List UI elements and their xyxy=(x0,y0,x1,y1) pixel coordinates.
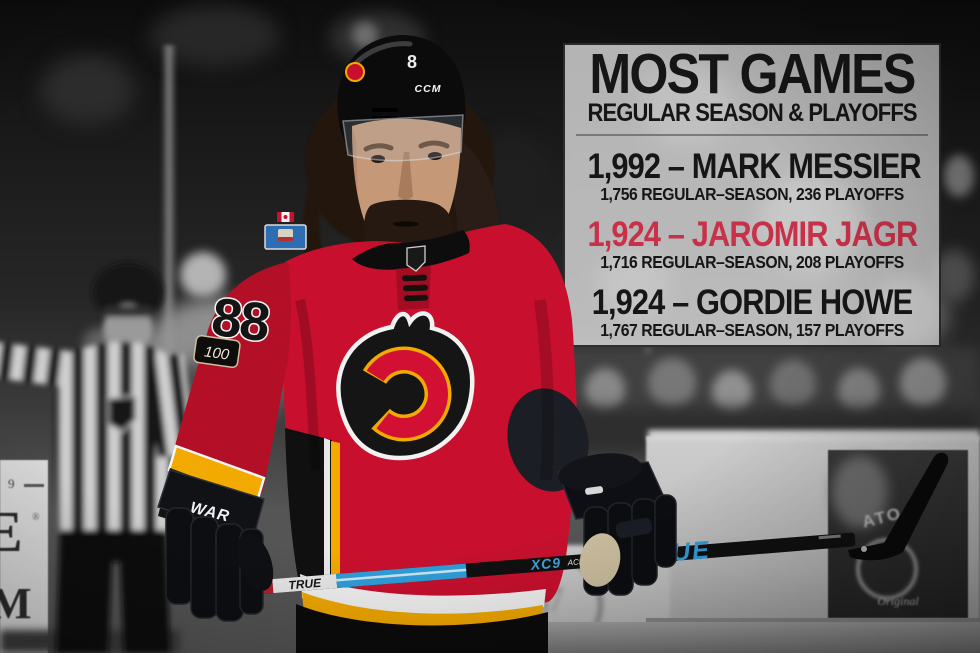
crowd-blob xyxy=(40,55,135,125)
crowd-face xyxy=(180,252,226,298)
stick-model-text: XC9 xyxy=(529,554,561,572)
record-headline: 1,924 – JAROMIR JAGR xyxy=(587,215,918,254)
crowd-face xyxy=(944,155,974,197)
helmet-team-sticker xyxy=(345,62,365,82)
nhl-shield-patch xyxy=(406,245,426,272)
record-row: 1,924 – GORDIE HOWE 1,767 REGULAR–SEASON… xyxy=(565,285,939,340)
helmet-number-text: 8 xyxy=(407,52,417,72)
sign-reg-mark: ® xyxy=(32,512,40,523)
player-figure: 8 CCM xyxy=(157,35,949,653)
stats-title: MOST GAMES xyxy=(589,42,916,106)
left-glove: WAR xyxy=(157,469,274,622)
board-seam xyxy=(646,618,980,622)
centennial-patch: 100 xyxy=(193,334,241,369)
crowd-face xyxy=(585,368,625,412)
referee-figure xyxy=(0,263,196,653)
centennial-patch-text: 100 xyxy=(203,343,231,363)
rink-sign-left: 9 E ® M xyxy=(0,460,48,653)
crowd-face xyxy=(712,370,752,414)
glass-glare xyxy=(648,430,980,440)
stick-wordmark-large-text: UE xyxy=(671,536,712,567)
record-row: 1,992 – MARK MESSIER 1,756 REGULAR–SEASO… xyxy=(565,149,939,204)
sign-rule xyxy=(24,484,44,487)
stick-wordmark-text: TRUE xyxy=(288,576,323,593)
player-pants xyxy=(296,604,548,653)
record-detail: 1,716 REGULAR–SEASON, 208 PLAYOFFS xyxy=(600,252,904,272)
flag-patch xyxy=(277,212,294,222)
sign-letter-m: M xyxy=(0,579,32,628)
stats-subtitle: REGULAR SEASON & PLAYOFFS xyxy=(587,99,917,127)
record-detail: 1,756 REGULAR–SEASON, 236 PLAYOFFS xyxy=(600,184,904,204)
record-headline: 1,924 – GORDIE HOWE xyxy=(591,283,913,322)
record-detail: 1,767 REGULAR–SEASON, 157 PLAYOFFS xyxy=(600,320,904,340)
alberta-patch xyxy=(264,224,307,250)
divider-line xyxy=(576,134,928,136)
sign-number: 9 xyxy=(8,476,15,491)
ad-script-text: Original xyxy=(877,594,919,608)
crowd-face xyxy=(838,368,880,414)
ad-plant-art xyxy=(832,456,888,528)
record-headline: 1,992 – MARK MESSIER xyxy=(587,147,921,186)
record-row-highlighted: 1,924 – JAROMIR JAGR 1,716 REGULAR–SEASO… xyxy=(565,217,939,272)
stats-panel: MOST GAMES REGULAR SEASON & PLAYOFFS 1,9… xyxy=(563,43,941,347)
crowd-face xyxy=(648,358,696,408)
crowd-face xyxy=(770,360,816,408)
stick-model-suffix-text: ACE xyxy=(566,557,585,567)
sign-letter-e: E xyxy=(0,499,23,564)
helmet-brand-text: CCM xyxy=(415,83,442,95)
helmet-visor xyxy=(342,114,464,162)
right-glove xyxy=(556,453,677,596)
crowd-face xyxy=(900,358,946,408)
stick-blade xyxy=(848,452,949,561)
team-logo xyxy=(336,311,475,461)
